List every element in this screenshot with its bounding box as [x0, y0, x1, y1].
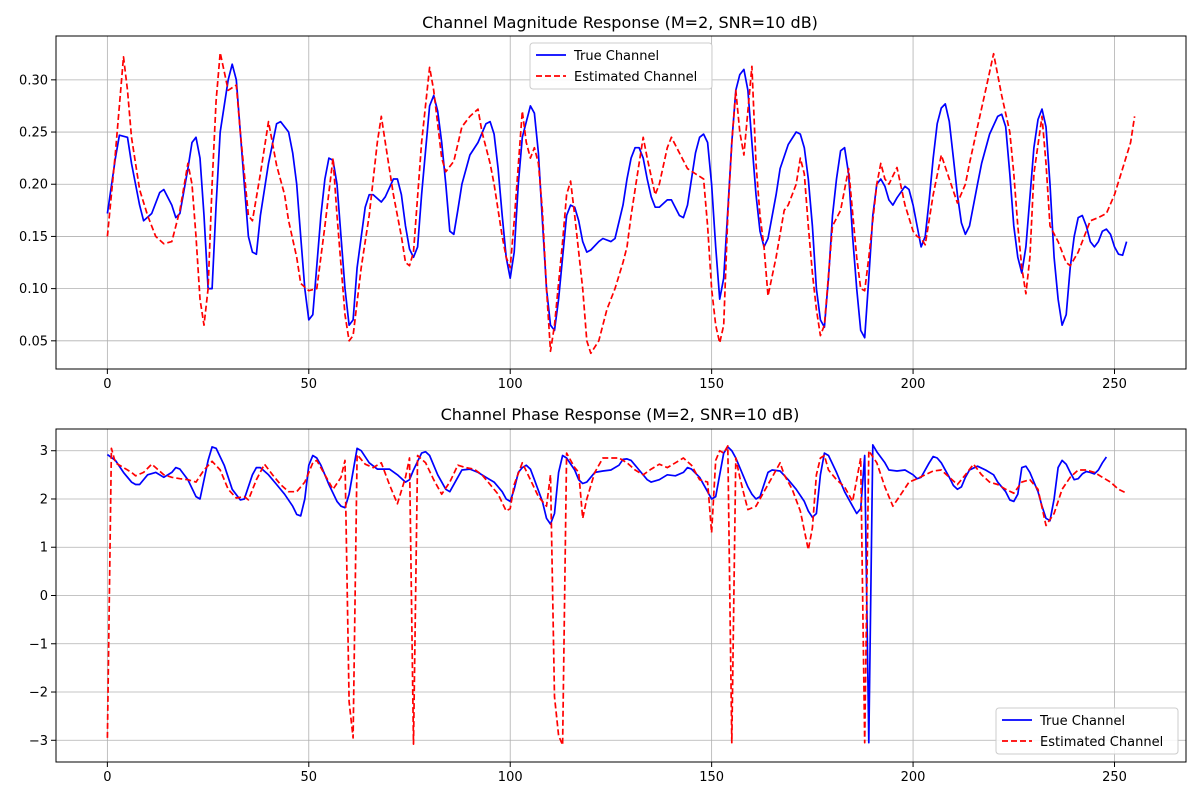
magnitude-series-true-channel-line — [106, 63, 1128, 339]
phase-series-estimated-channel-line — [106, 445, 1127, 746]
phase-xtick-label: 0 — [103, 770, 111, 785]
phase-ytick-label: −1 — [29, 637, 48, 652]
magnitude-xtick-label: 50 — [301, 377, 318, 392]
magnitude-xtick-label: 0 — [103, 377, 111, 392]
magnitude-ytick-label: 0.15 — [19, 230, 48, 245]
magnitude-title: Channel Magnitude Response (M=2, SNR=10 … — [422, 13, 818, 32]
magnitude-ytick-label: 0.20 — [19, 178, 48, 193]
phase-legend-box — [995, 707, 1179, 755]
magnitude-ytick-label: 0.10 — [19, 282, 48, 297]
magnitude-xtick-label: 200 — [901, 377, 926, 392]
phase-xtick-label: 50 — [301, 770, 318, 785]
magnitude-legend-true-label: True Channel — [573, 49, 659, 64]
magnitude-xtick-label: 100 — [498, 377, 523, 392]
magnitude-ytick-label: 0.05 — [19, 334, 48, 349]
magnitude-ytick-label: 0.30 — [19, 73, 48, 88]
phase-ytick-label: 2 — [40, 492, 48, 507]
magnitude-xtick-label: 250 — [1102, 377, 1127, 392]
phase-ytick-label: −3 — [29, 734, 48, 749]
phase-title: Channel Phase Response (M=2, SNR=10 dB) — [441, 405, 800, 424]
phase-xtick-label: 100 — [498, 770, 523, 785]
phase-legend-estimated-label: Estimated Channel — [1040, 735, 1163, 750]
phase-ticks: 0 50 100 150 200 250 −3 −2 −1 0 1 2 3 — [29, 444, 1127, 785]
magnitude-ytick-label: 0.25 — [19, 126, 48, 141]
phase-xtick-label: 250 — [1102, 770, 1127, 785]
magnitude-legend-box — [529, 42, 713, 90]
magnitude-ticks: 0 50 100 150 200 250 0.05 0.10 0.15 0.20 0.25 0.30 — [19, 73, 1127, 392]
magnitude-series-estimated-channel-line — [106, 51, 1136, 355]
magnitude-legend-estimated-label: Estimated Channel — [574, 70, 697, 85]
magnitude-xtick-label: 150 — [699, 377, 724, 392]
magnitude-axes-frame — [55, 35, 1187, 370]
phase-axes-frame — [55, 428, 1187, 763]
magnitude-lines — [106, 51, 1136, 355]
magnitude-legend: True Channel Estimated Channel — [529, 42, 713, 90]
phase-legend: True Channel Estimated Channel — [995, 707, 1179, 755]
phase-subplot: Channel Phase Response (M=2, SNR=10 dB) … — [29, 405, 1187, 785]
phase-legend-true-label: True Channel — [1039, 714, 1125, 729]
phase-ytick-label: 0 — [40, 589, 48, 604]
magnitude-subplot: Channel Magnitude Response (M=2, SNR=10 … — [19, 13, 1187, 392]
phase-lines — [106, 444, 1127, 746]
phase-ytick-label: −2 — [29, 686, 48, 701]
phase-xtick-label: 200 — [901, 770, 926, 785]
phase-xtick-label: 150 — [699, 770, 724, 785]
phase-ytick-label: 1 — [40, 541, 48, 556]
phase-ytick-label: 3 — [40, 444, 48, 459]
